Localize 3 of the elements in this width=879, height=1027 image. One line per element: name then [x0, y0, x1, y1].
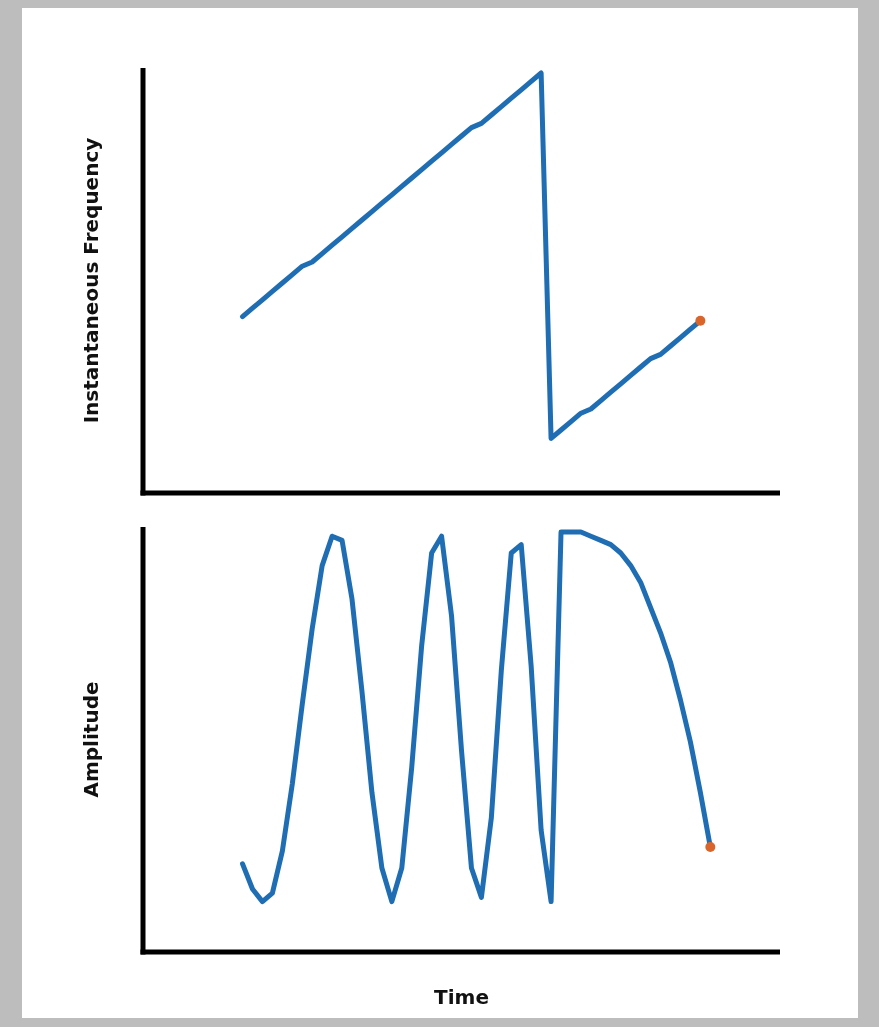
y-axis-title: Instantaneous Frequency: [79, 137, 103, 424]
x-axis-title: Time: [434, 985, 489, 1009]
y-axis-title: Amplitude: [79, 681, 103, 798]
